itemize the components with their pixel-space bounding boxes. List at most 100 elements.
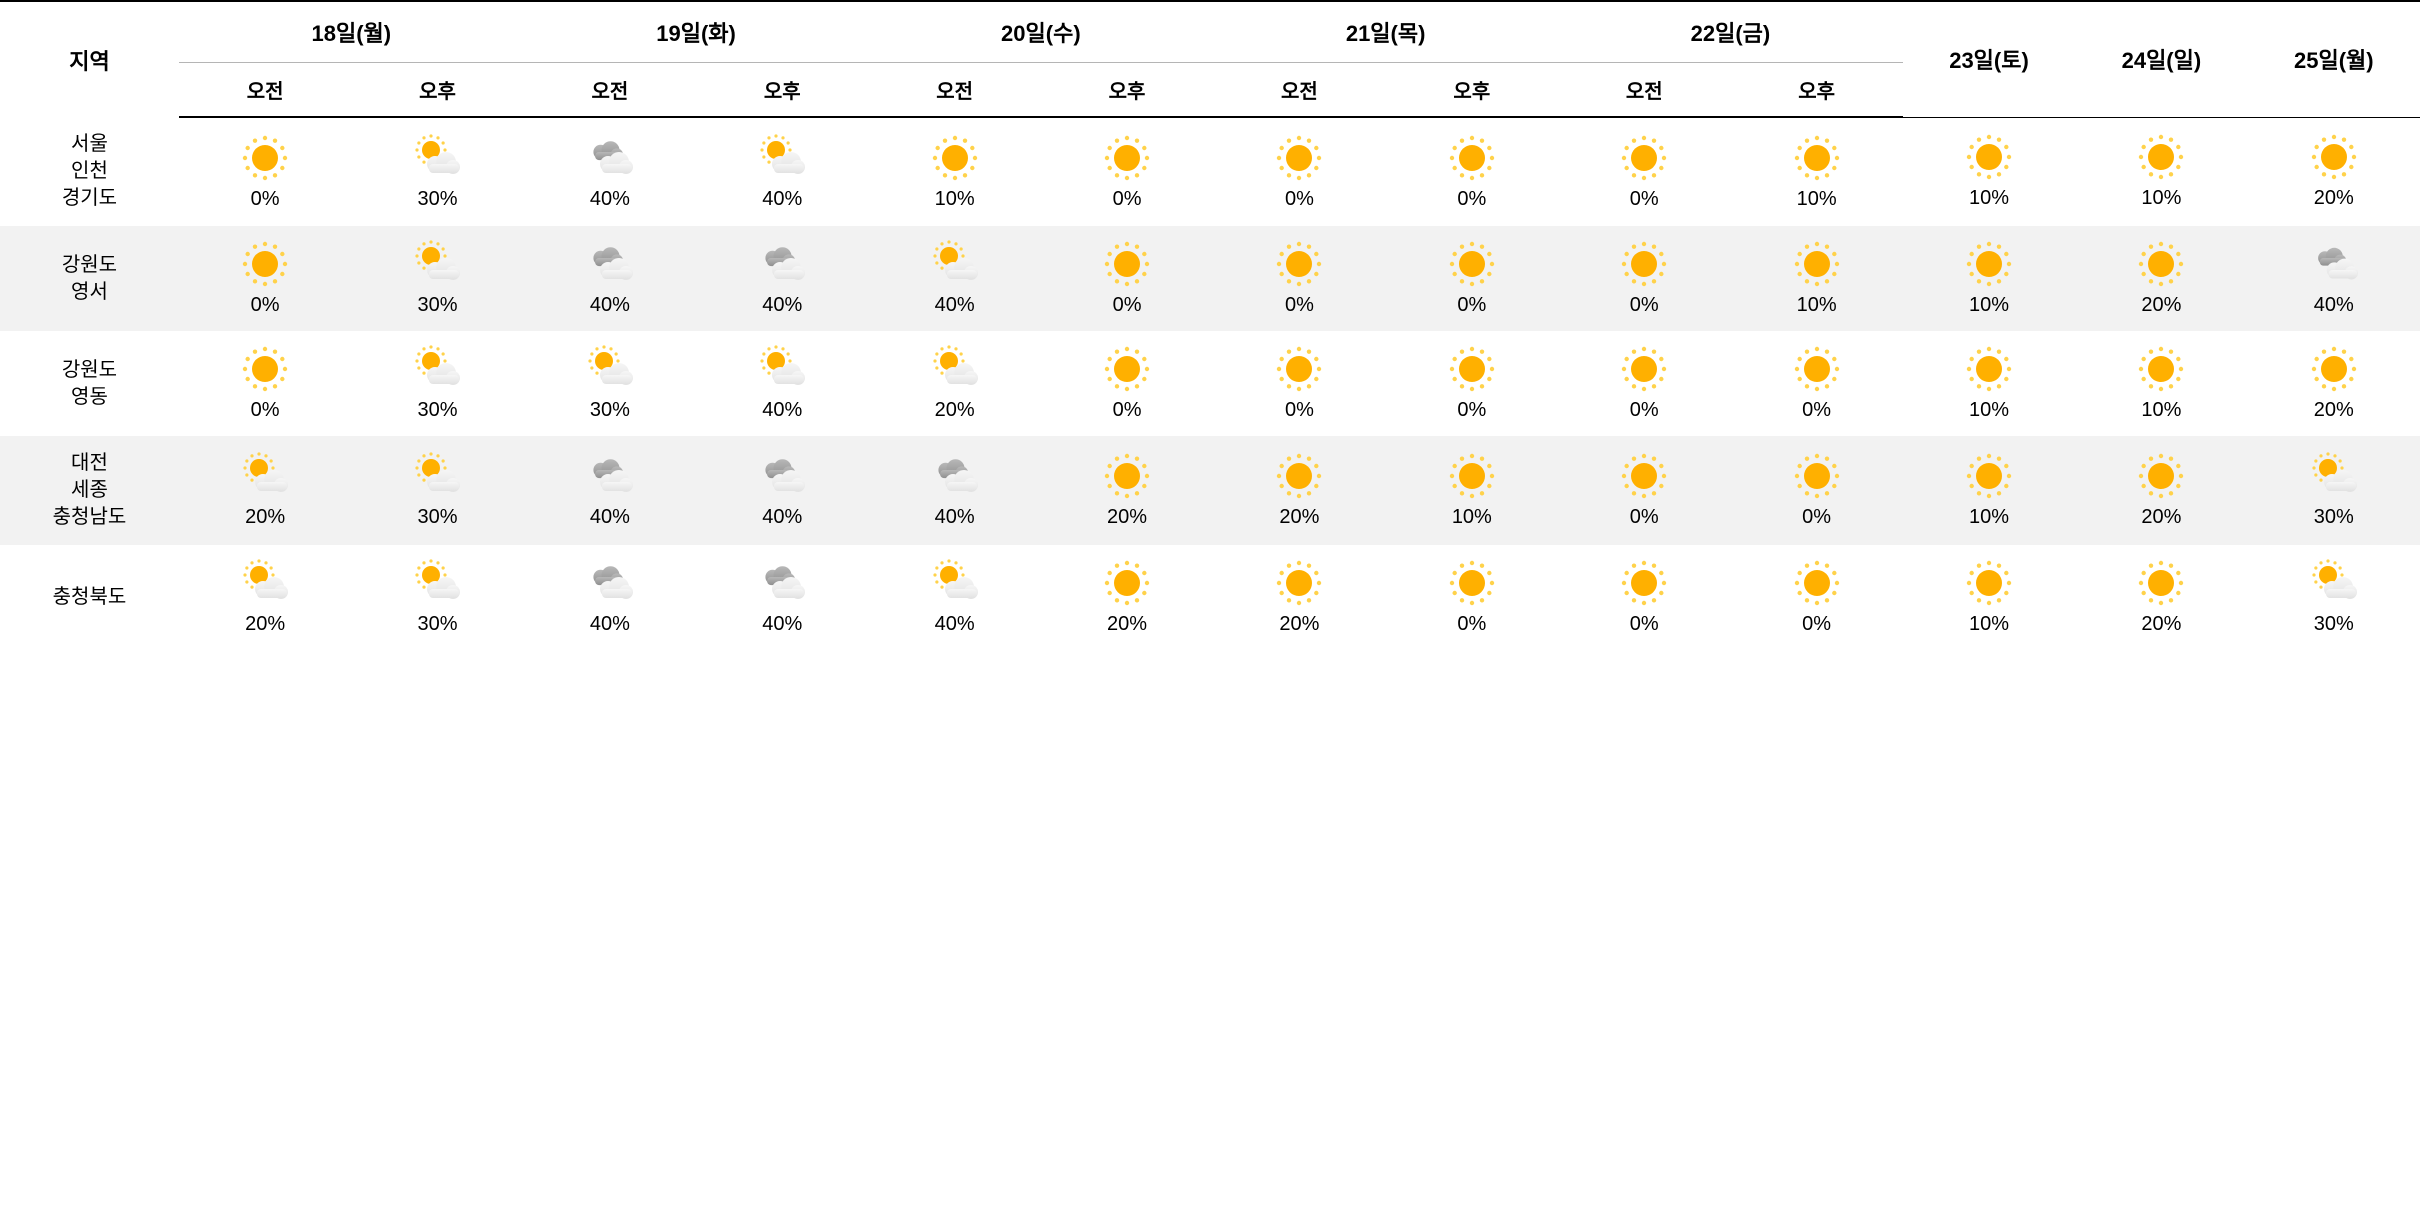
precip-percent: 40% xyxy=(762,188,802,211)
table-row: 충청북도 20% 30% xyxy=(0,545,2420,650)
table-row: 강원도 영서0% 30% xyxy=(0,226,2420,331)
partly-cloudy-icon xyxy=(931,345,979,393)
forecast-cell: 10% xyxy=(1903,331,2075,436)
precip-percent: 0% xyxy=(1457,294,1486,317)
forecast-cell: 0% xyxy=(179,117,351,226)
sunny-icon xyxy=(2137,133,2185,181)
precip-percent: 0% xyxy=(1113,188,1142,211)
precip-percent: 0% xyxy=(251,188,280,211)
precip-percent: 10% xyxy=(1969,294,2009,317)
forecast-cell: 40% xyxy=(868,545,1040,650)
precip-percent: 30% xyxy=(590,399,630,422)
col-header-pm: 오후 xyxy=(351,63,523,118)
precip-percent: 40% xyxy=(935,613,975,636)
precip-percent: 30% xyxy=(417,613,457,636)
forecast-cell: 40% xyxy=(696,226,868,331)
precip-percent: 40% xyxy=(762,613,802,636)
col-header-day: 25일(월) xyxy=(2248,1,2420,117)
sunny-icon xyxy=(2137,345,2185,393)
forecast-cell: 20% xyxy=(2248,117,2420,226)
cloudy-icon xyxy=(586,134,634,182)
precip-percent: 0% xyxy=(1802,399,1831,422)
sunny-icon xyxy=(2310,345,2358,393)
col-header-day: 23일(토) xyxy=(1903,1,2075,117)
precip-percent: 0% xyxy=(1285,294,1314,317)
precip-percent: 20% xyxy=(1107,506,1147,529)
col-header-day: 18일(월) xyxy=(179,1,524,63)
sunny-icon xyxy=(1103,240,1151,288)
sunny-icon xyxy=(2310,133,2358,181)
precip-percent: 0% xyxy=(251,399,280,422)
partly-cloudy-icon xyxy=(758,134,806,182)
region-name: 강원도 영동 xyxy=(0,331,179,436)
precip-percent: 0% xyxy=(1630,613,1659,636)
partly-cloudy-icon xyxy=(2310,452,2358,500)
sunny-icon xyxy=(1448,452,1496,500)
forecast-cell: 0% xyxy=(1213,331,1385,436)
precip-percent: 10% xyxy=(1969,613,2009,636)
sunny-icon xyxy=(1103,345,1151,393)
partly-cloudy-icon xyxy=(586,345,634,393)
col-header-pm: 오후 xyxy=(1041,63,1213,118)
precip-percent: 10% xyxy=(2141,187,2181,210)
sunny-icon xyxy=(241,240,289,288)
sunny-icon xyxy=(1103,559,1151,607)
forecast-cell: 20% xyxy=(179,436,351,545)
sunny-icon xyxy=(1793,134,1841,182)
table-row: 대전 세종 충청남도 20% 30% xyxy=(0,436,2420,545)
precip-percent: 10% xyxy=(2141,399,2181,422)
forecast-cell: 0% xyxy=(1213,117,1385,226)
forecast-cell: 0% xyxy=(1558,117,1730,226)
precip-percent: 40% xyxy=(590,294,630,317)
precip-percent: 20% xyxy=(2314,187,2354,210)
precip-percent: 0% xyxy=(1630,188,1659,211)
forecast-cell: 0% xyxy=(179,331,351,436)
forecast-cell: 20% xyxy=(2075,226,2247,331)
precip-percent: 20% xyxy=(2141,294,2181,317)
sunny-icon xyxy=(2137,240,2185,288)
col-header-am: 오전 xyxy=(179,63,351,118)
forecast-cell: 20% xyxy=(2075,545,2247,650)
precip-percent: 30% xyxy=(417,506,457,529)
sunny-icon xyxy=(1448,559,1496,607)
col-header-day: 22일(금) xyxy=(1558,1,1903,63)
sunny-icon xyxy=(1448,345,1496,393)
forecast-cell: 20% xyxy=(1041,436,1213,545)
sunny-icon xyxy=(241,134,289,182)
sunny-icon xyxy=(1275,559,1323,607)
forecast-cell: 30% xyxy=(351,545,523,650)
sunny-icon xyxy=(241,345,289,393)
precip-percent: 0% xyxy=(1113,399,1142,422)
col-header-am: 오전 xyxy=(868,63,1040,118)
precip-percent: 40% xyxy=(590,188,630,211)
sunny-icon xyxy=(931,134,979,182)
precip-percent: 20% xyxy=(2141,506,2181,529)
sunny-icon xyxy=(1275,134,1323,182)
region-name: 대전 세종 충청남도 xyxy=(0,436,179,545)
sunny-icon xyxy=(1103,134,1151,182)
forecast-cell: 20% xyxy=(2075,436,2247,545)
sunny-icon xyxy=(1793,559,1841,607)
precip-percent: 30% xyxy=(2314,613,2354,636)
precip-percent: 30% xyxy=(417,399,457,422)
weather-forecast-table: 지역18일(월)19일(화)20일(수)21일(목)22일(금)23일(토)24… xyxy=(0,0,2420,650)
precip-percent: 40% xyxy=(590,506,630,529)
sunny-icon xyxy=(1620,134,1668,182)
sunny-icon xyxy=(2137,452,2185,500)
precip-percent: 10% xyxy=(935,188,975,211)
precip-percent: 0% xyxy=(1285,399,1314,422)
region-name: 강원도 영서 xyxy=(0,226,179,331)
forecast-cell: 10% xyxy=(2075,331,2247,436)
forecast-cell: 40% xyxy=(696,436,868,545)
forecast-cell: 40% xyxy=(524,226,696,331)
forecast-cell: 40% xyxy=(696,331,868,436)
forecast-cell: 30% xyxy=(524,331,696,436)
forecast-cell: 40% xyxy=(696,545,868,650)
partly-cloudy-icon xyxy=(758,345,806,393)
forecast-cell: 30% xyxy=(351,331,523,436)
partly-cloudy-icon xyxy=(413,559,461,607)
precip-percent: 0% xyxy=(1802,613,1831,636)
forecast-cell: 0% xyxy=(1386,331,1558,436)
precip-percent: 40% xyxy=(935,294,975,317)
sunny-icon xyxy=(1275,452,1323,500)
